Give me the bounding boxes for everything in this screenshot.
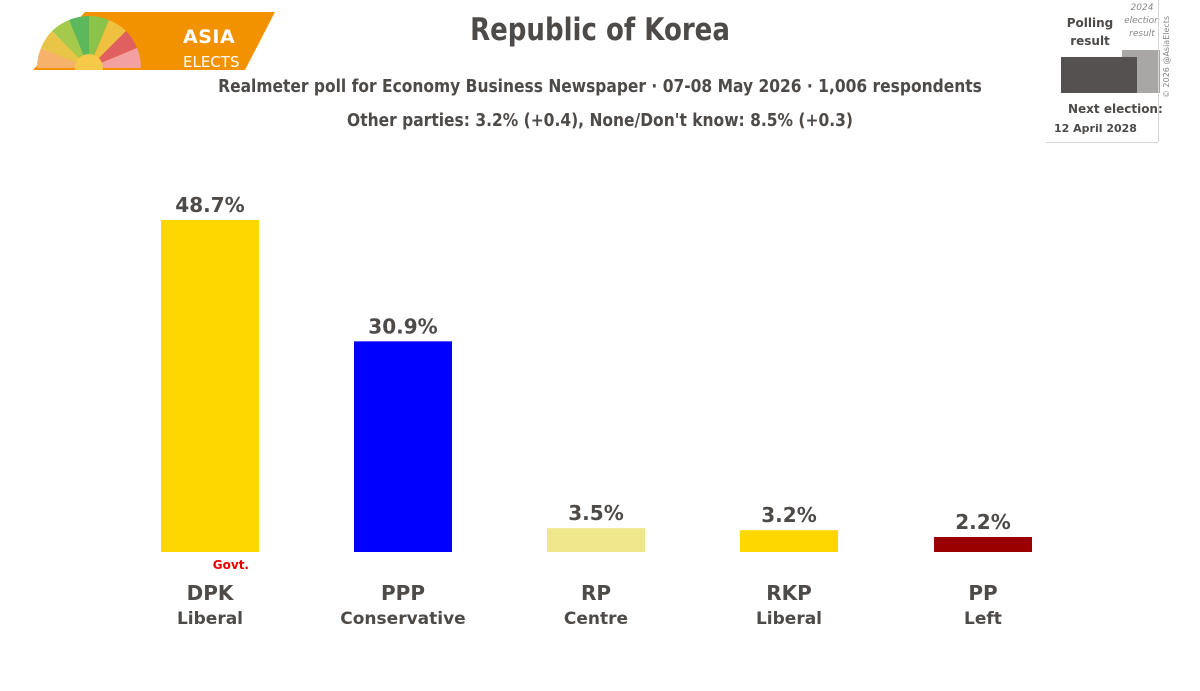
other-parties-subtitle: Other parties: 3.2% (+0.4), None/Don't k… [347, 110, 853, 131]
value-label-rkp: 3.2% [761, 503, 816, 527]
sublabel-pp: Left [964, 609, 1002, 629]
sublabel-ppp: Conservative [340, 609, 465, 629]
legend-polling-label: Polling result [1066, 16, 1114, 48]
category-label-dpk: DPK [187, 581, 235, 605]
page-title: Republic of Korea [470, 12, 730, 48]
logo-text-elects: ELECTS [183, 53, 240, 71]
govt-annotation: Govt. [213, 558, 249, 572]
next-election-date: 12 April 2028 [1054, 122, 1137, 135]
value-label-rp: 3.5% [568, 501, 623, 525]
category-label-pp: PP [968, 581, 997, 605]
bar-rp [547, 528, 645, 552]
value-label-ppp: 30.9% [368, 314, 437, 338]
poll-subtitle: Realmeter poll for Economy Business News… [218, 76, 982, 97]
logo-text-asia: ASIA [183, 26, 236, 48]
legend-election-label: 2024 election result [1124, 3, 1160, 39]
sublabel-rp: Centre [564, 609, 628, 629]
bar-rkp [740, 530, 838, 552]
category-label-rp: RP [581, 581, 611, 605]
category-label-rkp: RKP [766, 581, 812, 605]
bar-pp [934, 537, 1032, 552]
category-label-ppp: PPP [381, 581, 425, 605]
value-label-pp: 2.2% [955, 510, 1010, 534]
bar-ppp [354, 341, 452, 552]
legend-divider [1046, 142, 1158, 143]
value-label-dpk: 48.7% [175, 193, 244, 217]
next-election-label: Next election: [1068, 102, 1163, 116]
legend-divider-vertical [1158, 0, 1159, 142]
sublabel-rkp: Liberal [756, 609, 822, 629]
sublabel-dpk: Liberal [177, 609, 243, 629]
bar-dpk [161, 220, 259, 552]
legend-polling-swatch [1061, 57, 1137, 93]
